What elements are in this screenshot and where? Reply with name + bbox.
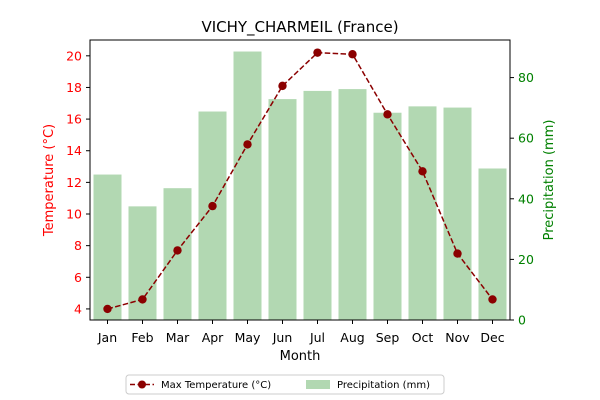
- legend-line-marker: [138, 380, 146, 389]
- precip-bar-oct: [408, 106, 437, 320]
- left-y-tick-label: 6: [74, 270, 82, 285]
- right-y-tick-label: 20: [518, 252, 534, 267]
- precip-bar-jan: [93, 174, 122, 320]
- temp-point-sep: [383, 110, 392, 119]
- x-axis-label: Month: [280, 349, 321, 364]
- precip-bar-apr: [198, 111, 227, 320]
- temperature-series-line: [107, 51, 494, 310]
- left-y-tick-label: 20: [66, 48, 82, 63]
- precip-bar-aug: [338, 89, 367, 320]
- right-y-axis: 0 20 40 60 80: [510, 70, 534, 328]
- temp-point-mar: [173, 246, 182, 255]
- chart-title: VICHY_CHARMEIL (France): [201, 18, 398, 37]
- temp-point-aug: [348, 50, 357, 59]
- temp-point-jan: [103, 304, 112, 314]
- x-tick-label: Jul: [309, 330, 325, 345]
- x-tick-label: Dec: [480, 330, 504, 345]
- precip-bar-jul: [303, 90, 332, 320]
- temp-point-feb: [138, 295, 147, 304]
- legend: Max Temperature (°C) Precipitation (mm): [125, 374, 445, 395]
- legend-box: [125, 374, 445, 395]
- left-y-tick-label: 18: [66, 80, 82, 95]
- x-tick-label: Nov: [445, 330, 470, 345]
- x-tick-label: Oct: [412, 330, 434, 345]
- x-tick-label: Aug: [340, 330, 364, 345]
- temperature-line: [103, 48, 497, 314]
- precipitation-bars: [93, 51, 507, 321]
- temp-point-dec: [488, 295, 497, 304]
- temp-point-apr: [208, 201, 217, 211]
- left-y-axis: 4 6 8 10 12 14 16 18 20: [66, 48, 90, 316]
- right-y-tick-label: 0: [518, 313, 526, 328]
- left-y-tick-label: 12: [66, 175, 82, 190]
- precip-bar-nov: [443, 107, 472, 320]
- x-tick-label: Sep: [376, 330, 400, 345]
- plot-frame: [89, 39, 511, 321]
- precip-bar-may: [233, 51, 262, 321]
- right-y-tick-label: 80: [518, 70, 534, 85]
- right-y-axis-label: Precipitation (mm): [542, 120, 557, 241]
- left-y-tick-label: 14: [66, 143, 82, 158]
- precip-bar-sep: [373, 112, 402, 321]
- x-tick-label: Apr: [202, 330, 224, 345]
- x-tick-label: Jun: [272, 330, 293, 345]
- precip-bar-jun: [268, 99, 297, 320]
- x-tick-label: Jan: [97, 330, 117, 345]
- legend-label-temperature: Max Temperature (°C): [161, 380, 271, 391]
- left-y-tick-label: 10: [66, 207, 82, 222]
- left-y-tick-label: 16: [66, 112, 82, 127]
- x-axis: Jan Feb Mar Apr May Jun Jul Aug Sep Oct Nov Dec: [97, 320, 505, 345]
- left-y-axis-label: Temperature (°C): [42, 124, 57, 237]
- x-tick-label: Feb: [131, 330, 153, 345]
- temp-point-jul: [313, 48, 322, 57]
- temp-point-may: [243, 140, 252, 149]
- x-tick-label: Mar: [166, 330, 190, 345]
- legend-bar-swatch: [306, 380, 330, 389]
- temp-point-jun: [278, 81, 287, 91]
- left-y-tick-label: 4: [74, 301, 82, 316]
- precip-bar-dec: [478, 168, 507, 320]
- right-y-tick-label: 60: [518, 131, 534, 146]
- temp-point-nov: [453, 249, 462, 258]
- right-y-tick-label: 40: [518, 191, 534, 206]
- x-tick-label: May: [235, 330, 261, 345]
- temp-point-oct: [418, 167, 427, 176]
- left-y-tick-label: 8: [74, 238, 82, 253]
- legend-label-precipitation: Precipitation (mm): [337, 380, 430, 391]
